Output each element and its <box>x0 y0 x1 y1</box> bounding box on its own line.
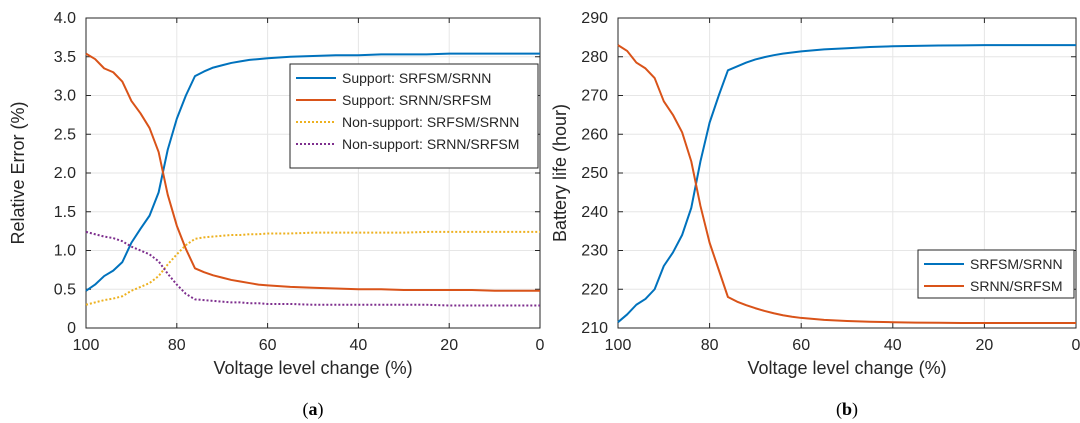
x-tick-label: 20 <box>440 337 458 354</box>
legend: SRFSM/SRNN SRNN/SRFSM <box>917 249 1075 299</box>
y-tick-label: 250 <box>581 165 608 182</box>
series-line-1 <box>617 44 1076 323</box>
y-tick-label: 2.5 <box>54 126 76 143</box>
x-tick-label: 60 <box>792 337 810 354</box>
legend-entry: SRNN/SRFSM <box>970 278 1063 294</box>
x-tick-label: 80 <box>168 337 186 354</box>
legend: Support: SRFSM/SRNN Support: SRNN/SRFSM No… <box>289 63 539 169</box>
y-tick-label: 4.0 <box>54 10 76 27</box>
y-tick-label: 260 <box>581 126 608 143</box>
x-tick-label: 20 <box>976 337 994 354</box>
x-tick-label: 40 <box>884 337 902 354</box>
x-axis-label: Voltage level change (%) <box>747 358 946 378</box>
x-tick-label: 0 <box>1072 337 1080 354</box>
legend-entry: Support: SRNN/SRFSM <box>342 92 491 108</box>
y-tick-label: 290 <box>581 10 608 27</box>
x-tick-label: 80 <box>701 337 719 354</box>
legend-entry: Non-support: SRFSM/SRNN <box>342 114 519 130</box>
y-tick-label: 1.5 <box>54 204 76 221</box>
legend-box <box>289 63 539 169</box>
y-tick-label: 280 <box>581 49 608 66</box>
y-tick-label: 1.0 <box>54 243 76 260</box>
chart-panel-b: 100 80 60 40 20 0210220230240250260270280290V… <box>550 10 1080 420</box>
legend-entry: SRFSM/SRNN <box>970 256 1063 272</box>
series-line-4 <box>85 230 540 307</box>
y-tick-label: 240 <box>581 204 608 221</box>
x-axis-label: Voltage level change (%) <box>213 358 412 378</box>
panel-label-close: ) <box>852 399 858 420</box>
series-line-2 <box>85 52 540 292</box>
x-tick-label: 40 <box>350 337 368 354</box>
x-tick-label: 100 <box>605 337 632 354</box>
y-tick-label: 270 <box>581 88 608 105</box>
y-tick-label: 3.0 <box>54 88 76 105</box>
y-tick-label: 2.0 <box>54 165 76 182</box>
legend-entry: Support: SRFSM/SRNN <box>342 70 491 86</box>
y-tick-label: 0.5 <box>54 281 76 298</box>
x-tick-label: 60 <box>259 337 277 354</box>
series-line-3 <box>85 230 540 306</box>
chart-panel-a: 100 80 60 40 20 0 0 0.5 1.0 1.5 2.0 2.5 3.0 3.5 4.0 Vol… <box>8 10 545 420</box>
y-axis-label: Battery life (hour) <box>550 104 570 242</box>
legend-box <box>917 249 1075 299</box>
panel-label: (a) <box>303 399 324 420</box>
panel-label-open: ( <box>303 399 309 420</box>
panel-label-open: ( <box>836 399 842 420</box>
y-tick-label: 3.5 <box>54 49 76 66</box>
panel-label-letter: a <box>309 399 318 419</box>
panel-label-close: ) <box>318 399 324 420</box>
panel-label-letter: b <box>842 399 852 419</box>
y-tick-label: 210 <box>581 320 608 337</box>
series-line-2 <box>617 44 1076 324</box>
series-line-1 <box>85 52 540 292</box>
y-axis-label: Relative Error (%) <box>8 101 28 244</box>
y-tick-label: 230 <box>581 243 608 260</box>
x-tick-label: 0 <box>536 337 545 354</box>
y-tick-label: 220 <box>581 281 608 298</box>
x-tick-label: 100 <box>73 337 100 354</box>
legend-entry: Non-support: SRNN/SRFSM <box>342 136 519 152</box>
panel-label: (b) <box>836 399 858 420</box>
y-tick-label: 0 <box>67 320 76 337</box>
